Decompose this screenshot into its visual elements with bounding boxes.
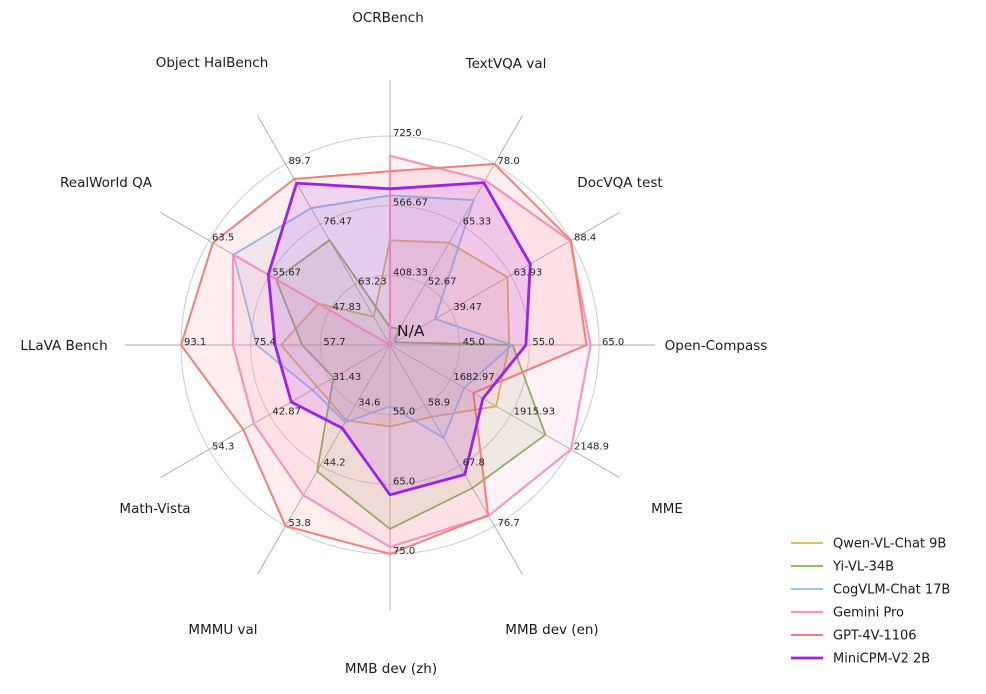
axis-tick-label-object-halbench-1: 76.47 (323, 216, 352, 227)
legend-label-gpt-4v-1106: GPT-4V-1106 (833, 629, 917, 644)
series-polygon-gpt-4v-1106 (180, 163, 588, 555)
legend-label-gemini-pro: Gemini Pro (833, 606, 904, 621)
center-na-label: N/A (397, 322, 425, 340)
legend-label-qwen-vl-chat-9b: Qwen-VL-Chat 9B (833, 537, 946, 552)
axis-tick-label-realworld-qa-0: 47.83 (333, 302, 362, 313)
axis-title-mmmu-val: MMMU val (188, 622, 257, 638)
radar-spoke-object-halbench (257, 115, 391, 346)
axis-tick-label-mmb-dev-en-2: 76.7 (498, 518, 520, 529)
axis-tick-label-mmb-dev-en-1: 67.8 (463, 458, 485, 469)
axis-tick-label-mmmu-val-2: 53.8 (289, 518, 311, 529)
legend-label-yi-vl-34b: Yi-VL-34B (832, 560, 894, 575)
legend-label-cogvlm-chat-17b: CogVLM-Chat 17B (833, 583, 950, 598)
axis-tick-label-ocrbench-2: 725.0 (393, 128, 422, 139)
axis-tick-label-docvqa-test-1: 63.93 (514, 267, 543, 278)
axis-tick-label-realworld-qa-1: 55.67 (272, 267, 301, 278)
axis-tick-label-math-vista-2: 54.3 (212, 442, 234, 453)
axis-tick-label-math-vista-1: 42.87 (272, 407, 301, 418)
axis-tick-label-llava-bench-1: 75.4 (254, 337, 276, 348)
axis-title-ocrbench: OCRBench (352, 10, 424, 26)
series-polygon-minicpm-v2-2b (266, 181, 532, 497)
axis-tick-label-docvqa-test-2: 88.4 (574, 233, 596, 244)
radar-spoke-mme (389, 344, 620, 478)
axis-tick-label-ocrbench-0: 408.33 (393, 267, 428, 278)
axis-tick-label-open-compass-1: 55.0 (532, 337, 554, 348)
axis-title-object-halbench: Object HalBench (156, 55, 269, 71)
axis-tick-label-mmb-dev-zh-0: 55.0 (393, 407, 415, 418)
axis-tick-label-ocrbench-1: 566.67 (393, 198, 428, 209)
radar-spoke-mmb-dev-en (389, 344, 523, 575)
axis-title-docvqa-test: DocVQA test (577, 175, 662, 191)
axis-tick-label-llava-bench-2: 93.1 (184, 337, 206, 348)
axis-tick-label-mmb-dev-en-0: 58.9 (428, 397, 450, 408)
axis-title-realworld-qa: RealWorld QA (60, 175, 153, 191)
axis-tick-label-object-halbench-2: 89.7 (289, 156, 311, 167)
axis-title-textvqa-val: TextVQA val (465, 56, 547, 72)
axis-title-llava-bench: LLaVA Bench (20, 338, 107, 354)
axis-tick-label-mme-2: 2148.9 (574, 442, 609, 453)
axis-tick-label-textvqa-val-1: 65.33 (463, 216, 492, 227)
axis-tick-label-math-vista-0: 31.43 (333, 372, 362, 383)
axis-tick-label-llava-bench-0: 57.7 (323, 337, 345, 348)
axis-tick-label-mme-0: 1682.97 (453, 372, 494, 383)
radar-spoke-docvqa-test (389, 212, 620, 346)
radar-spoke-math-vista (160, 344, 391, 478)
axis-tick-label-realworld-qa-2: 63.5 (212, 233, 234, 244)
axis-tick-label-textvqa-val-0: 52.67 (428, 277, 457, 288)
radar-spoke-textvqa-val (389, 115, 523, 346)
axis-title-mme: MME (651, 501, 683, 517)
axis-tick-label-mmmu-val-0: 34.6 (358, 397, 380, 408)
radar-spoke-mmmu-val (257, 344, 391, 575)
axis-title-mmb-dev-en: MMB dev (en) (505, 622, 598, 638)
axis-tick-label-open-compass-0: 45.0 (463, 337, 485, 348)
axis-title-math-vista: Math-Vista (119, 501, 190, 517)
legend-label-minicpm-v2-2b: MiniCPM-V2 2B (833, 652, 930, 667)
axis-tick-label-docvqa-test-0: 39.47 (453, 302, 482, 313)
axis-tick-label-object-halbench-0: 63.23 (358, 277, 387, 288)
axis-title-mmb-dev-zh: MMB dev (zh) (345, 661, 437, 677)
axis-tick-label-mme-1: 1915.93 (514, 407, 555, 418)
axis-title-open-compass: Open-Compass (665, 338, 768, 354)
axis-tick-label-textvqa-val-2: 78.0 (498, 156, 520, 167)
axis-tick-label-mmmu-val-1: 44.2 (323, 458, 345, 469)
axis-tick-label-open-compass-2: 65.0 (602, 337, 624, 348)
axis-tick-label-mmb-dev-zh-2: 75.0 (393, 546, 415, 557)
axis-tick-label-mmb-dev-zh-1: 65.0 (393, 476, 415, 487)
